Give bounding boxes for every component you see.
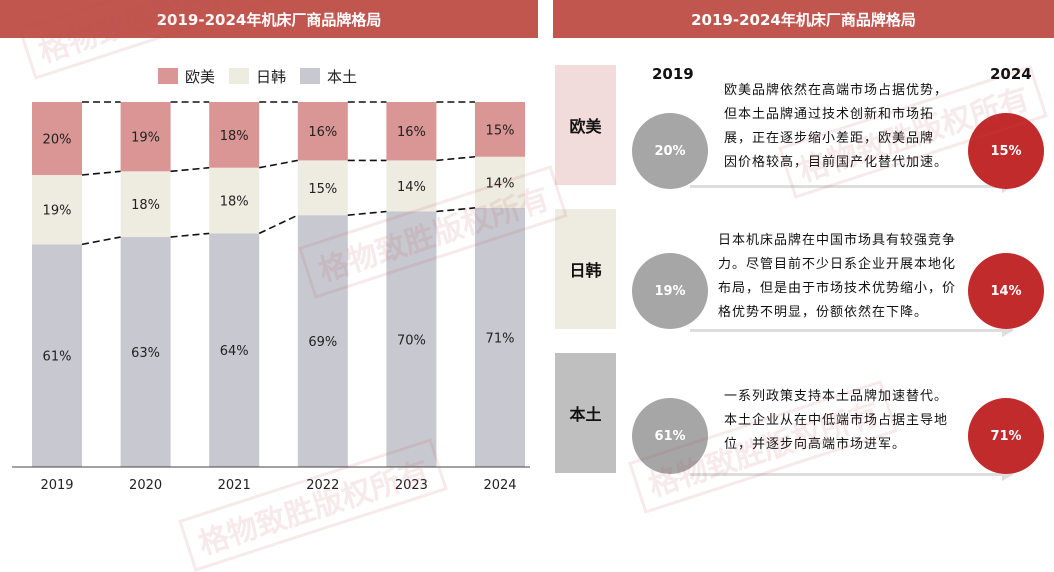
- legend-swatch: [300, 68, 320, 84]
- bar-segment: [475, 156, 525, 208]
- bar-data-label: 14%: [397, 180, 426, 195]
- bar-segment: [120, 237, 171, 467]
- local-description: 一系列政策支持本土品牌加速替代。 本土企业从在中低端市场占据主导地 位，并逐步向…: [724, 385, 948, 457]
- bar-segment: [386, 102, 437, 161]
- west-description-line: 欧美品牌依然在高端市场占据优势，: [724, 83, 949, 98]
- bar-data-label: 19%: [131, 131, 160, 146]
- bar-segment: [120, 171, 171, 238]
- segment-connector-line: [81, 236, 121, 246]
- segment-connector-line: [170, 232, 210, 238]
- bar-segment: [297, 160, 348, 216]
- bar-data-label: 69%: [308, 335, 337, 350]
- bar-data-label: 18%: [131, 198, 160, 213]
- bar-data-label: 63%: [131, 346, 160, 361]
- x-tick-label: 2020: [129, 478, 162, 493]
- category-box-local: 本土: [555, 353, 616, 473]
- bar-data-label: 16%: [308, 125, 337, 140]
- bar-segment: [32, 244, 82, 467]
- jpkr-description: 日本机床品牌在中国市场具有较强竞争 力。尽管目前不少日系企业开展本地化 布局，但…: [718, 229, 956, 325]
- bar-data-label: 18%: [220, 195, 249, 210]
- bar-segment: [32, 175, 82, 245]
- west-description: 欧美品牌依然在高端市场占据优势， 但本土品牌通过技术创新和市场拓 展，正在逐步缩…: [724, 79, 948, 175]
- west-description-line: 但本土品牌通过技术创新和市场拓: [724, 107, 935, 122]
- west-description-line: 因价格较高，目前国产化替代加速。: [724, 155, 949, 170]
- bar-data-label: 61%: [43, 350, 72, 365]
- x-tick-label: 2022: [306, 478, 339, 493]
- x-tick-label: 2023: [395, 478, 428, 493]
- jpkr-description-line: 日本机床品牌在中国市场具有较强竞争: [718, 233, 957, 248]
- bar-segment: [297, 102, 348, 161]
- legend-swatch: [158, 68, 178, 84]
- jpkr-description-line: 力。尽管目前不少日系企业开展本地化: [718, 257, 957, 272]
- west-description-line: 展，正在逐步缩小差距，欧美品牌: [724, 131, 935, 146]
- trend-arrow-jpkr: [690, 323, 1014, 337]
- bar-data-label: 71%: [486, 331, 515, 346]
- jpkr-2019-share: 19%: [632, 253, 708, 329]
- bar-segment: [209, 102, 260, 168]
- bar-segment: [475, 102, 525, 157]
- bar-data-label: 15%: [486, 123, 515, 138]
- trend-arrow-west: [690, 179, 1014, 193]
- segment-connector-line: [81, 170, 121, 176]
- jpkr-2024-share: 14%: [968, 253, 1044, 329]
- end-year-label: 2024: [990, 65, 1032, 83]
- bar-data-label: 64%: [220, 344, 249, 359]
- jpkr-description-line: 格优势不明显，份额依然在下降。: [718, 305, 929, 320]
- segment-connector-line: [170, 166, 210, 173]
- bar-segment: [209, 167, 260, 234]
- bar-segment: [297, 215, 348, 467]
- segment-connector-line: [258, 214, 299, 235]
- legend-label: 本土: [327, 68, 357, 86]
- x-tick-label: 2024: [483, 478, 516, 493]
- category-box-jpkr: 日韩: [555, 209, 616, 329]
- x-tick-label: 2019: [40, 478, 73, 493]
- bar-segment: [475, 207, 525, 467]
- local-description-line: 一系列政策支持本土品牌加速替代。: [724, 389, 949, 404]
- bar-data-label: 18%: [220, 129, 249, 144]
- bar-data-label: 19%: [43, 204, 72, 219]
- category-box-west: 欧美: [555, 65, 616, 185]
- bar-segment: [386, 211, 437, 467]
- right-panel-title: 2019-2024年机床厂商品牌格局: [553, 0, 1054, 38]
- start-year-label: 2019: [652, 65, 694, 83]
- bar-data-label: 16%: [397, 125, 426, 140]
- x-tick-label: 2021: [218, 478, 251, 493]
- segment-connector-line: [347, 210, 387, 216]
- stacked-bar-chart: 61% 19% 20% 2019 63% 18% 19% 2020 64% 18% 18% 2021 6…: [12, 68, 530, 493]
- local-description-line: 位，并逐步向高端市场进军。: [724, 437, 907, 452]
- bar-segment: [209, 233, 260, 467]
- bar-data-label: 14%: [486, 176, 515, 191]
- bar-data-label: 15%: [308, 182, 337, 197]
- local-2019-share: 61%: [632, 398, 708, 474]
- bar-segment: [32, 102, 82, 175]
- legend-label: 日韩: [256, 68, 286, 86]
- local-2024-share: 71%: [968, 398, 1044, 474]
- segment-connector-line: [436, 155, 476, 162]
- legend-label: 欧美: [185, 68, 215, 86]
- trend-arrow-local: [690, 467, 1014, 481]
- legend-swatch: [229, 68, 249, 84]
- segment-connector-line: [259, 159, 298, 169]
- segment-connector-line: [436, 207, 476, 213]
- left-panel-title: 2019-2024年机床厂商品牌格局: [0, 0, 538, 38]
- local-description-line: 本土企业从在中低端市场占据主导地: [724, 413, 949, 428]
- bar-segment: [120, 102, 171, 172]
- bar-data-label: 70%: [397, 333, 426, 348]
- jpkr-description-line: 布局，但是由于市场技术优势缩小，价: [718, 281, 957, 296]
- bar-segment: [386, 160, 437, 212]
- west-2019-share: 20%: [632, 113, 708, 189]
- west-2024-share: 15%: [968, 113, 1044, 189]
- bar-data-label: 20%: [43, 133, 72, 148]
